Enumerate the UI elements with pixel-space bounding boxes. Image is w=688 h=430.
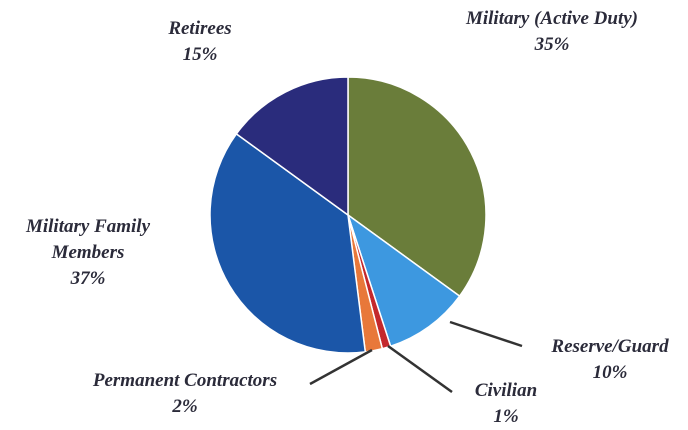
slice-label: Retirees 15% (130, 16, 270, 68)
leader-line (309, 348, 373, 386)
category-label: Military (Active Duty) (465, 8, 639, 29)
slice-label: Military Family Members 37% (8, 214, 168, 292)
pie-slice (209, 132, 367, 354)
value-label: 10% (592, 362, 628, 383)
category-label: Permanent Contractors (92, 370, 278, 391)
category-label: Civilian (474, 380, 538, 401)
leader-line (449, 320, 523, 348)
value-label: 2% (172, 396, 198, 417)
value-label: 37% (70, 268, 106, 289)
category-label: Military Family Members (25, 216, 151, 263)
value-label: 15% (182, 44, 218, 65)
pie-slice (235, 76, 349, 217)
category-label: Reserve/Guard (551, 336, 669, 357)
value-label: 35% (534, 34, 570, 55)
slice-label: Civilian 1% (446, 378, 566, 430)
pie-slice (347, 76, 487, 298)
category-label: Retirees (168, 18, 232, 39)
value-label: 1% (493, 406, 519, 427)
slice-label: Reserve/Guard 10% (530, 334, 688, 386)
pie-slice (346, 213, 461, 348)
leader-line (387, 344, 453, 394)
slice-label: Military (Active Duty) 35% (422, 6, 682, 58)
slice-label: Permanent Contractors 2% (55, 368, 315, 420)
